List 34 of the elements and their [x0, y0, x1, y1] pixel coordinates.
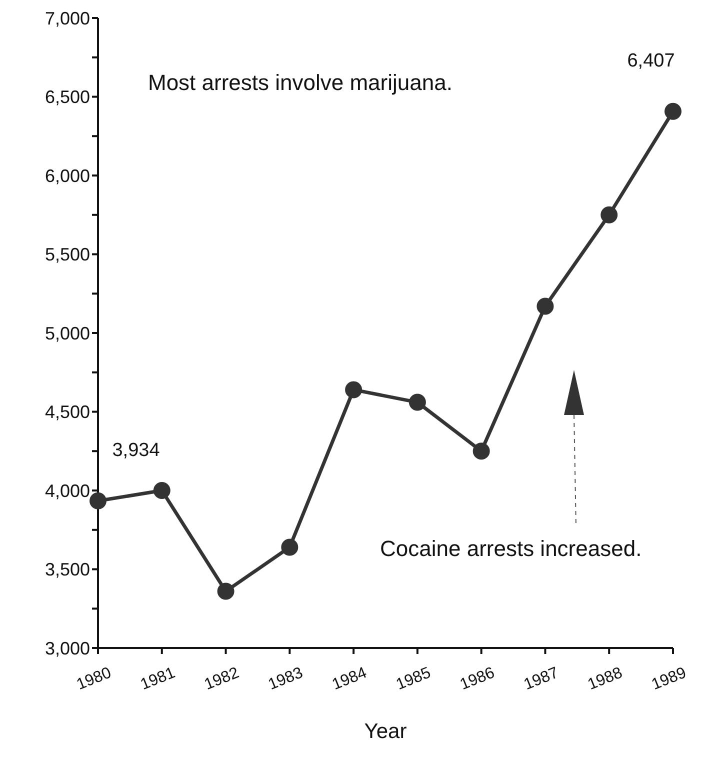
point: [217, 582, 234, 600]
y-tick-label: 6,000: [44, 166, 90, 186]
y-tick-label: 5,000: [44, 323, 90, 344]
y-tick-label: 4,500: [44, 402, 90, 422]
point: [536, 298, 554, 315]
x-tick-label: 1980: [74, 664, 114, 694]
y-tick-label: 7,000: [44, 8, 90, 28]
point: [600, 206, 618, 224]
y-tick-label: 3,000: [44, 638, 90, 658]
x-tick-label: 1983: [266, 664, 306, 694]
y-tick-label: 3,500: [44, 560, 90, 580]
data-label: 6,407: [627, 50, 675, 72]
point: [90, 492, 106, 510]
point: [408, 394, 426, 411]
point: [472, 442, 490, 460]
x-tick-label: 1984: [330, 664, 370, 694]
x-tick-label: 1982: [202, 664, 242, 694]
x-tick-label: 1987: [522, 664, 562, 694]
point: [281, 538, 298, 556]
y-tick-label: 4,000: [44, 480, 90, 501]
point: [664, 102, 682, 120]
y-tick-label: 6,500: [44, 87, 90, 108]
annotation: Most arrests involve marijuana.: [148, 70, 452, 96]
x-tick-label: 1986: [458, 664, 498, 694]
y-tick-label: 5,500: [44, 244, 90, 265]
data-label: 3,934: [112, 440, 160, 461]
x-tick-label: 1989: [649, 664, 689, 694]
x-axis-title: Year: [364, 720, 407, 743]
point: [345, 381, 362, 398]
point: [153, 482, 170, 499]
x-tick-label: 1981: [138, 664, 178, 694]
x-tick-label: 1985: [394, 664, 434, 694]
annotation: Cocaine arrests increased.: [380, 536, 642, 562]
x-tick-label: 1988: [585, 664, 625, 694]
